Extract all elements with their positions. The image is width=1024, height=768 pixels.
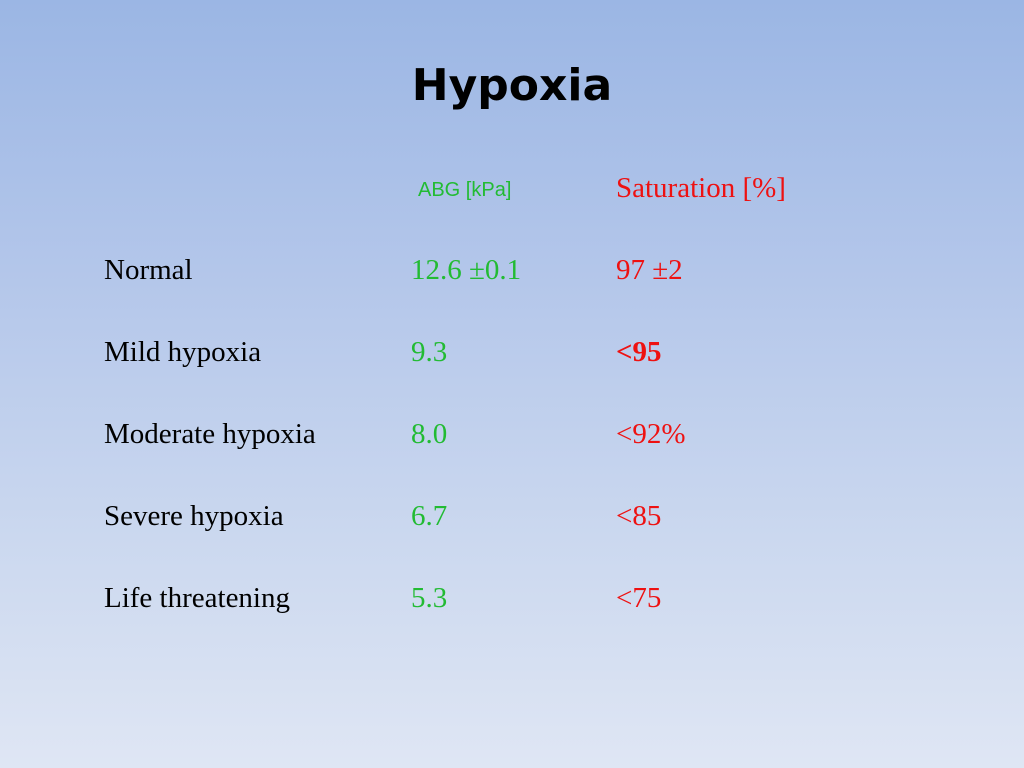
row-label: Severe hypoxia (104, 500, 284, 532)
abg-value: 5.3 (411, 582, 448, 614)
table-row-life-threatening: Life threatening 5.3 <75 (0, 582, 1024, 622)
column-header-saturation: Saturation [%] (616, 172, 786, 204)
table-row-normal: Normal 12.6 ±0.1 97 ±2 (0, 254, 1024, 294)
saturation-value: 97 ±2 (616, 254, 683, 286)
saturation-value: <75 (616, 582, 662, 614)
row-label: Normal (104, 254, 193, 286)
table-row-moderate-hypoxia: Moderate hypoxia 8.0 <92% (0, 418, 1024, 458)
saturation-value: <95 (616, 336, 662, 368)
abg-value: 6.7 (411, 500, 448, 532)
column-header-abg: ABG [kPa] (418, 179, 512, 201)
row-label: Moderate hypoxia (104, 418, 316, 450)
saturation-value: <92% (616, 418, 686, 450)
abg-value: 12.6 ±0.1 (411, 254, 522, 286)
abg-value: 8.0 (411, 418, 448, 450)
table-row-severe-hypoxia: Severe hypoxia 6.7 <85 (0, 500, 1024, 540)
saturation-value: <85 (616, 500, 662, 532)
row-label: Life threatening (104, 582, 290, 614)
abg-value: 9.3 (411, 336, 448, 368)
slide-title: Hypoxia (411, 60, 613, 111)
table-row-mild-hypoxia: Mild hypoxia 9.3 <95 (0, 336, 1024, 376)
row-label: Mild hypoxia (104, 336, 262, 368)
